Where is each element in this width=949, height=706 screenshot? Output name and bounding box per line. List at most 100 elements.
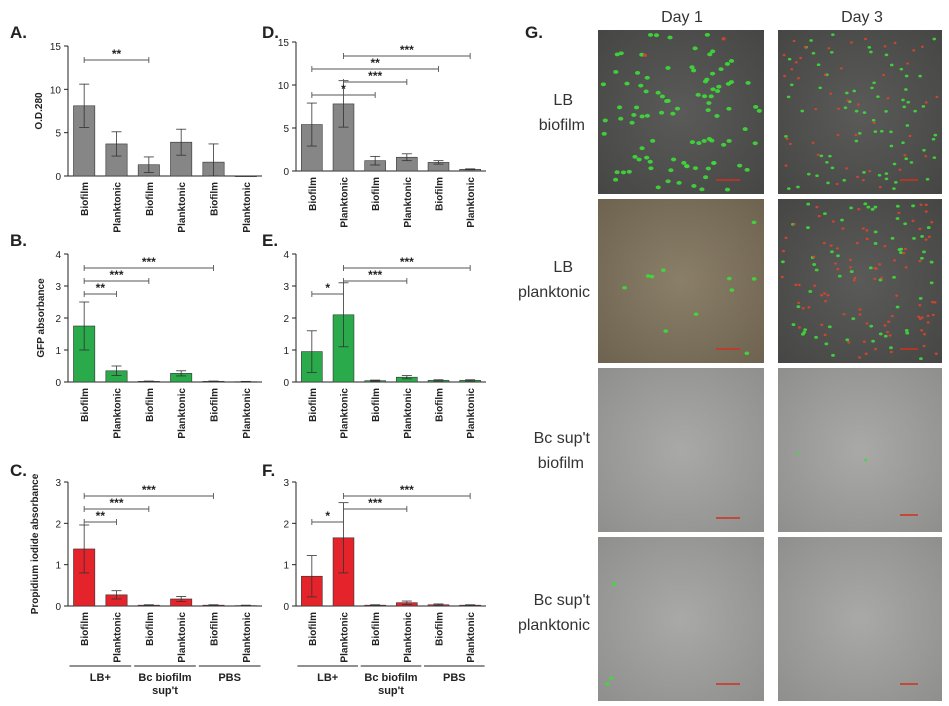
live-cell bbox=[893, 181, 898, 184]
y-tick-label: 2 bbox=[55, 314, 61, 325]
live-cell bbox=[827, 325, 832, 329]
live-cell bbox=[705, 166, 711, 171]
live-cell bbox=[845, 338, 850, 342]
live-cell bbox=[745, 80, 751, 85]
live-cell bbox=[699, 187, 705, 192]
live-cell bbox=[828, 154, 832, 158]
live-cell bbox=[636, 157, 642, 162]
live-cell bbox=[898, 251, 903, 254]
dead-cell bbox=[823, 333, 827, 337]
live-cell bbox=[626, 169, 632, 174]
sig-label: * bbox=[341, 82, 346, 96]
category-label: Biofilm bbox=[435, 612, 446, 646]
dead-cell bbox=[827, 47, 831, 50]
live-cell bbox=[903, 222, 908, 226]
live-cell bbox=[873, 130, 878, 134]
sig-label: * bbox=[325, 509, 330, 523]
live-cell bbox=[842, 178, 847, 182]
live-cell bbox=[802, 330, 807, 334]
dead-cell bbox=[847, 341, 851, 344]
live-cell bbox=[701, 94, 708, 99]
dead-cell bbox=[933, 301, 937, 304]
dead-cell bbox=[902, 251, 906, 255]
dead-cell bbox=[784, 236, 788, 240]
live-cell bbox=[922, 250, 926, 254]
chart-panel-f: 0 1 2 3 Biofilm Planktonic Biofilm Planktonic Bi… bbox=[283, 478, 486, 697]
panel-letter-d: D. bbox=[262, 23, 279, 42]
y-tick-label: 1 bbox=[283, 561, 289, 572]
live-cell bbox=[649, 274, 655, 279]
dead-cell bbox=[898, 168, 902, 171]
category-label: Planktonic bbox=[242, 612, 253, 663]
group-label: PBS bbox=[218, 672, 241, 684]
live-cell bbox=[726, 276, 732, 281]
live-cell bbox=[725, 81, 732, 86]
y-tick-label: 0 bbox=[55, 602, 61, 613]
live-cell bbox=[645, 274, 651, 278]
dead-cell bbox=[865, 237, 869, 241]
live-cell bbox=[786, 95, 791, 99]
live-cell bbox=[800, 109, 805, 113]
live-cell bbox=[873, 242, 878, 245]
live-cell bbox=[692, 46, 698, 51]
y-tick-label: 0 bbox=[283, 167, 289, 178]
live-cell bbox=[895, 204, 900, 208]
live-cell bbox=[904, 74, 909, 78]
live-cell bbox=[857, 131, 862, 135]
sig-label: *** bbox=[400, 43, 414, 57]
live-cell bbox=[929, 281, 934, 285]
chart-panel-e: 0 1 2 3 4 Biofilm Planktonic Biofilm Planktonic B… bbox=[283, 250, 486, 439]
dead-cell bbox=[908, 134, 912, 138]
live-cell bbox=[684, 164, 690, 169]
dead-cell bbox=[895, 294, 899, 297]
dead-cell bbox=[820, 294, 824, 297]
dead-cell bbox=[829, 244, 833, 247]
dead-cell bbox=[886, 330, 890, 334]
live-cell bbox=[899, 247, 904, 251]
live-cell bbox=[671, 157, 677, 162]
dead-cell bbox=[897, 211, 901, 215]
dead-cell bbox=[911, 219, 915, 223]
dead-cell bbox=[887, 320, 891, 323]
y-tick-label: 5 bbox=[283, 124, 289, 135]
y-tick-label: 4 bbox=[283, 250, 289, 261]
category-label: Planktonic bbox=[340, 177, 351, 228]
live-cell bbox=[892, 187, 896, 190]
live-cell bbox=[658, 110, 665, 115]
live-cell bbox=[613, 177, 619, 182]
dead-cell bbox=[642, 53, 648, 57]
dead-cell bbox=[864, 37, 867, 41]
live-cell bbox=[823, 212, 827, 216]
dead-cell bbox=[886, 97, 890, 100]
category-label: Biofilm bbox=[435, 388, 446, 422]
live-cell bbox=[789, 83, 794, 87]
live-cell bbox=[601, 131, 607, 136]
live-cell bbox=[889, 63, 894, 67]
dead-cell bbox=[861, 227, 865, 230]
dead-cell bbox=[883, 45, 887, 48]
dead-cell bbox=[930, 300, 935, 304]
live-cell bbox=[904, 157, 909, 161]
live-cell bbox=[611, 582, 617, 586]
live-cell bbox=[862, 171, 866, 174]
dead-cell bbox=[813, 284, 817, 287]
dead-cell bbox=[858, 356, 862, 359]
y-tick-label: 3 bbox=[55, 282, 61, 293]
chart-panel-a: 0 5 10 15 O.D.280 Biofilm Planktonic Biofilm Pla… bbox=[34, 42, 262, 233]
live-cell bbox=[878, 332, 883, 336]
dead-cell bbox=[839, 67, 843, 70]
live-cell bbox=[781, 260, 785, 264]
category-label: Planktonic bbox=[466, 177, 477, 228]
live-cell bbox=[816, 63, 821, 67]
dead-cell bbox=[816, 153, 820, 156]
sig-label: ** bbox=[112, 47, 122, 61]
y-tick-label: 0 bbox=[55, 378, 61, 389]
live-cell bbox=[704, 77, 710, 82]
live-cell bbox=[899, 67, 904, 71]
micrograph-bc-biofilm-day1 bbox=[598, 368, 764, 532]
live-cell bbox=[913, 109, 917, 113]
group-label: LB+ bbox=[317, 672, 338, 684]
live-cell bbox=[689, 65, 695, 70]
live-cell bbox=[864, 458, 868, 462]
live-cell bbox=[814, 268, 819, 272]
